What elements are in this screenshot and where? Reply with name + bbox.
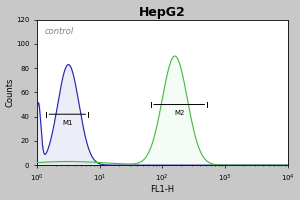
- Text: control: control: [44, 27, 74, 36]
- Title: HepG2: HepG2: [139, 6, 186, 19]
- X-axis label: FL1-H: FL1-H: [150, 185, 174, 194]
- Y-axis label: Counts: Counts: [6, 78, 15, 107]
- Text: M1: M1: [62, 120, 73, 126]
- Text: M2: M2: [174, 110, 184, 116]
